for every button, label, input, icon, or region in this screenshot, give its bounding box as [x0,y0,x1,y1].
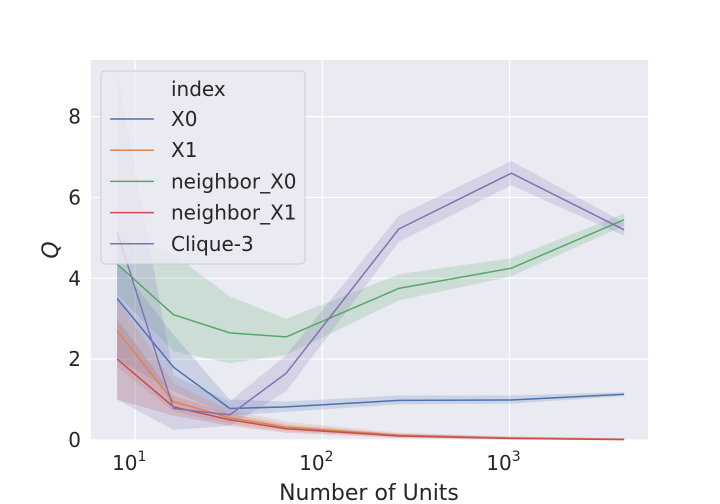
legend-items: X0 X1 neighbor_X0 neighbor_X1 Clique-3 [110,107,297,256]
legend-label: neighbor_X0 [171,169,297,193]
legend: index X0 X1 neighbor_X0 neighbor_X1 Clique-3 [100,70,306,265]
x-tick-labels: 101 102 103 [112,449,521,475]
y-tick-label: 8 [68,105,81,129]
y-tick-label: 6 [68,185,81,209]
legend-label: X0 [171,107,197,131]
x-axis-title: Number of Units [279,481,459,504]
confidence-bands [117,72,625,440]
legend-label: neighbor_X1 [171,201,297,225]
x-tick-label: 103 [486,449,520,475]
y-tick-label: 4 [68,266,81,290]
band-neighbor-x0 [117,213,625,364]
x-tick-label: 102 [299,449,333,475]
y-tick-labels: 0 2 4 6 8 [68,105,81,452]
series-lines [116,172,625,441]
y-tick-label: 2 [68,347,81,371]
x-tick-label: 101 [112,449,146,475]
legend-label: Clique-3 [171,232,254,256]
line-clique-3 [116,172,625,416]
legend-label: X1 [171,138,197,162]
y-axis-title: Q [39,241,64,258]
y-tick-label: 0 [68,428,81,452]
band-clique-3 [117,72,625,430]
legend-title: index [171,77,226,101]
line-x0 [116,298,625,410]
line-neighbor-x0 [116,219,625,338]
